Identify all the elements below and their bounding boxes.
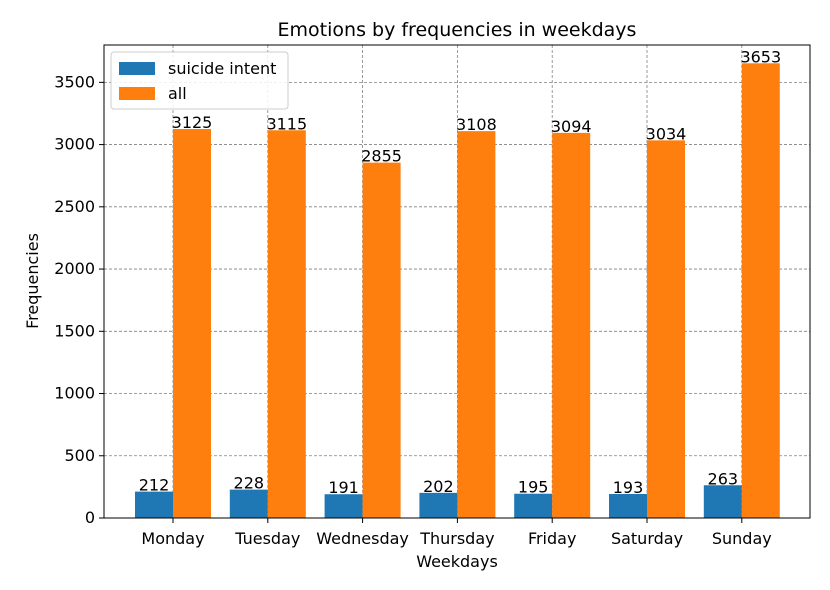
y-tick-label: 1500 <box>54 321 95 340</box>
bar-suicide-intent <box>324 494 363 518</box>
x-tick-label: Friday <box>528 529 577 548</box>
bar-all <box>647 140 685 518</box>
x-tick-label: Thursday <box>419 529 494 548</box>
x-tick-label: Tuesday <box>234 529 300 548</box>
bar-value-label: 263 <box>708 469 739 488</box>
bar-suicide-intent <box>229 489 268 518</box>
bar-value-label: 3125 <box>172 113 213 132</box>
y-tick-label: 500 <box>64 446 95 465</box>
bar-value-label: 2855 <box>361 147 402 166</box>
bar-value-label: 3115 <box>266 114 307 133</box>
legend-swatch-suicide-intent <box>119 62 155 75</box>
x-tick-label: Monday <box>141 529 204 548</box>
y-tick-label: 3000 <box>54 135 95 154</box>
y-axis: 0 500 1000 1500 2000 2500 3000 3500 <box>54 72 104 527</box>
legend-label-suicide-intent: suicide intent <box>168 59 276 78</box>
legend: suicide intent all <box>110 51 289 110</box>
y-tick-label: 2500 <box>54 197 95 216</box>
x-axis: Monday Tuesday Wednesday Thursday Friday Satu… <box>141 518 772 548</box>
bar-suicide-intent <box>419 492 458 518</box>
bar-value-label: 191 <box>328 478 359 497</box>
bar-value-label: 3653 <box>740 47 781 66</box>
bar-all <box>552 132 591 518</box>
bar-value-labels: 212 3125 228 3115 191 2855 202 3108 195 3094 193 30… <box>139 47 781 497</box>
y-tick-label: 3500 <box>54 72 95 91</box>
bar-all <box>173 129 211 519</box>
bar-suicide-intent <box>609 493 647 518</box>
bar-suicide-intent <box>514 493 553 518</box>
x-tick-label: Sunday <box>712 529 772 548</box>
legend-label-all: all <box>168 84 187 103</box>
y-tick-label: 0 <box>85 508 95 527</box>
bars <box>135 63 780 519</box>
bar-value-label: 3034 <box>646 124 687 143</box>
bar-value-label: 3108 <box>456 115 497 134</box>
bar-value-label: 228 <box>234 474 265 493</box>
y-axis-label: Frequencies <box>23 233 42 329</box>
y-tick-label: 1000 <box>54 384 95 403</box>
bar-value-label: 3094 <box>551 117 592 136</box>
bar-value-label: 193 <box>613 478 644 497</box>
bar-all <box>741 63 780 518</box>
x-tick-label: Saturday <box>611 529 683 548</box>
bar-value-label: 202 <box>423 477 454 496</box>
bar-suicide-intent <box>703 485 742 518</box>
bar-suicide-intent <box>135 491 173 518</box>
chart-title: Emotions by frequencies in weekdays <box>278 19 637 41</box>
legend-swatch-all <box>119 87 155 100</box>
bar-value-label: 212 <box>139 476 170 495</box>
legend-box <box>110 51 289 110</box>
x-tick-label: Wednesday <box>316 529 409 548</box>
bar-value-label: 195 <box>518 478 549 497</box>
bar-all <box>362 162 401 518</box>
y-tick-label: 2000 <box>54 259 95 278</box>
x-axis-label: Weekdays <box>416 552 498 571</box>
bar-all <box>267 130 306 519</box>
bar-all <box>457 131 496 518</box>
